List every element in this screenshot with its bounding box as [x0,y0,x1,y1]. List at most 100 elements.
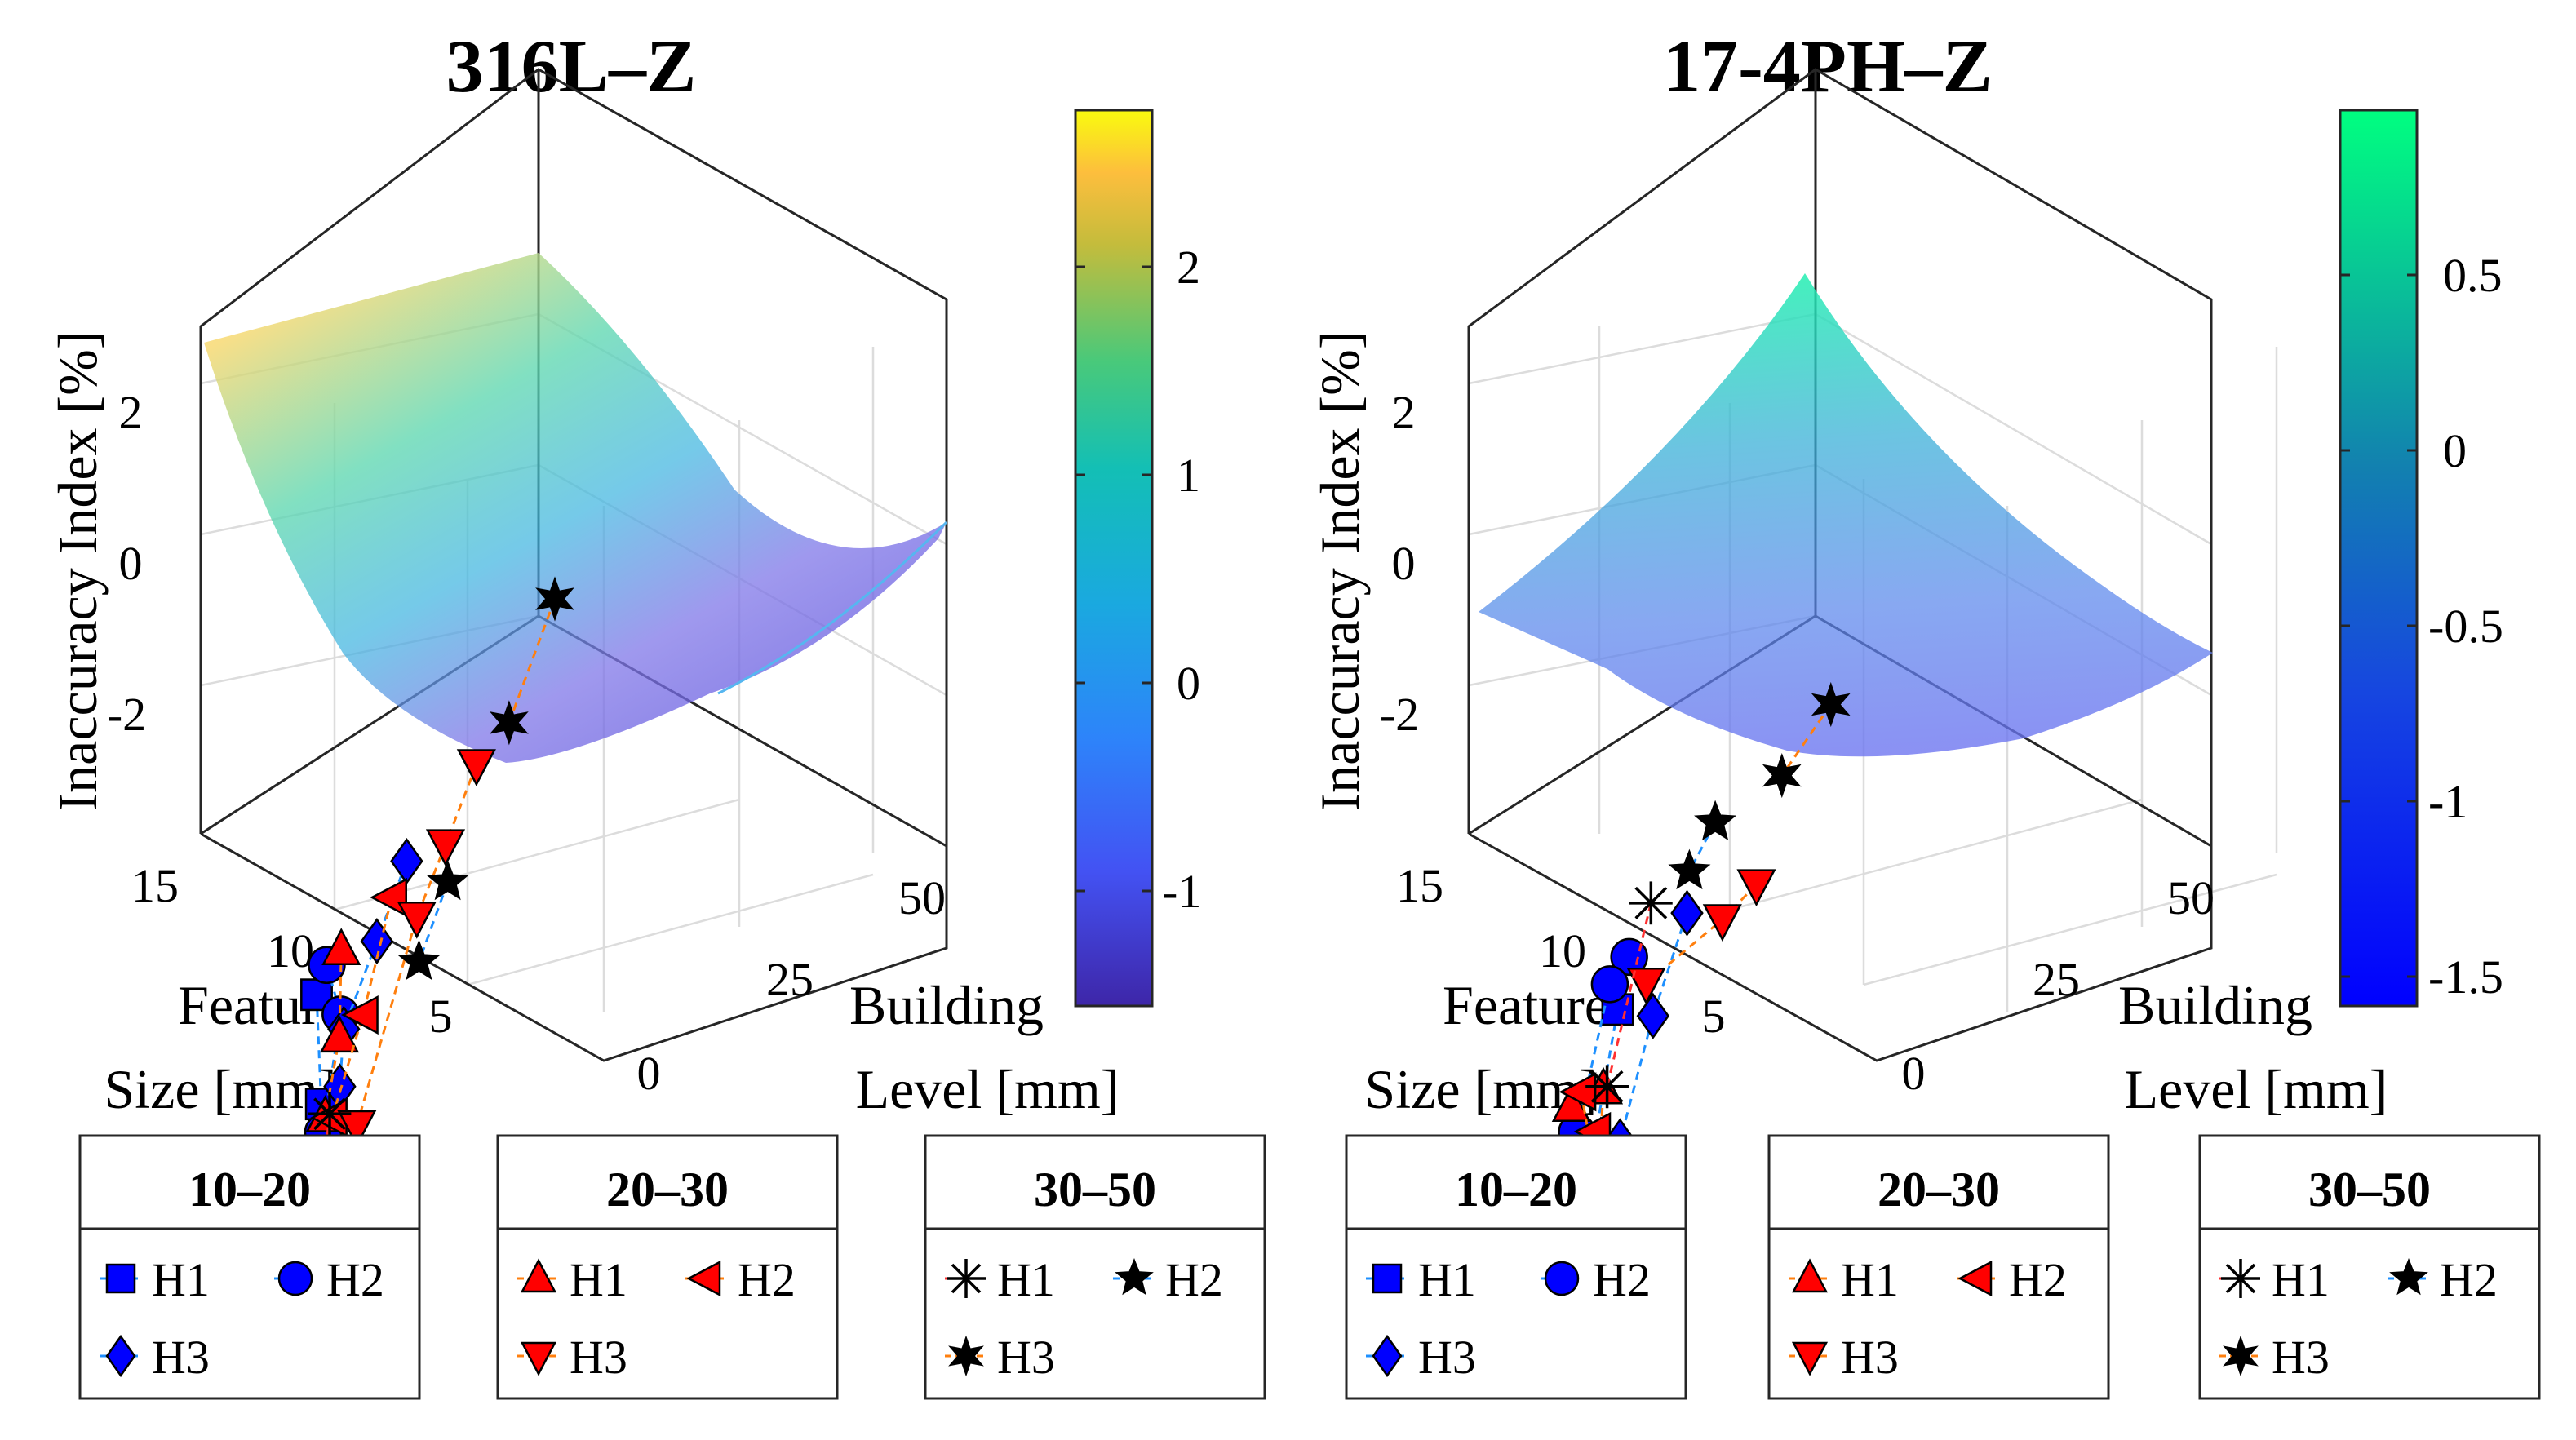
colorbar-tick: 0.5 [2443,249,2503,302]
legend-group: 10–20 H1 H2 H3 [78,1134,421,1400]
surface-edge [717,521,948,695]
y-tick-50: 50 [2167,871,2215,924]
colorbar-ticks [1075,265,1152,893]
legend-marker-icon [945,1335,987,1377]
legend-item-label: H2 [2009,1253,2067,1306]
legend-item-label: H3 [152,1331,210,1384]
data-point [1736,869,1776,907]
y-tick-25: 25 [2033,953,2080,1006]
legend-title: 10–20 [188,1163,311,1216]
data-point [535,576,574,622]
legend-group: 30–50 H1 H2 H3 [2198,1134,2541,1400]
legend-item-label: H1 [2272,1253,2330,1306]
x-tick-5: 5 [1702,990,1726,1043]
data-point [426,859,469,901]
z-tick-neg2: -2 [1380,688,1419,741]
legend-marker-icon [2219,1335,2262,1377]
chart-title: 17-4PH–Z [1663,24,1993,108]
legend-symbol [277,1261,313,1296]
y-tick-50: 50 [898,871,946,924]
legend-symbol [1791,1341,1829,1376]
data-point [1590,965,1629,1004]
legend-marker-icon [1789,1258,1831,1293]
z-tick-2: 2 [1392,386,1416,439]
legend-item-label: H3 [997,1331,1055,1384]
legend-marker-icon [685,1260,728,1297]
legends: 10–20 H1 H2 H3 20–30 H1 H2 H3 30–50 H1 [78,1134,2541,1400]
legend-symbol [2221,1259,2260,1298]
legend-symbol [105,1263,136,1294]
legend-item-label: H1 [997,1253,1055,1306]
legend-marker-icon [1789,1341,1831,1376]
colorbar-tick: -1 [2428,775,2467,828]
legend-title: 10–20 [1455,1163,1577,1216]
data-point [397,902,437,939]
legend-item-label: H1 [1418,1253,1476,1306]
data-point [1694,800,1737,841]
data-point [1668,848,1711,890]
colorbar-tick: -0.5 [2428,600,2503,653]
x-axis-label-line2: Size [mm] [104,1058,336,1120]
legend-symbol [947,1259,986,1298]
legend-marker-icon [2219,1259,2262,1298]
y-tick-0: 0 [637,1047,661,1100]
legend-symbol [1115,1257,1154,1296]
legend-item-label: H3 [570,1331,627,1384]
y-axis-label-line1: Building [849,974,1044,1036]
legend-marker-icon [1957,1260,1999,1297]
legend-symbol [1372,1334,1403,1378]
data-point [1636,992,1670,1039]
legend-symbol [520,1258,557,1293]
series-30–50-H3 [490,576,574,746]
chart-title: 316L–Z [446,24,697,108]
colorbar-tick: 0 [2443,424,2467,477]
legend-marker-icon [945,1259,987,1298]
y-axis-label-line2: Level [mm] [2125,1058,2388,1120]
legend-item-label: H3 [1418,1331,1476,1384]
legend-item-label: H2 [2440,1253,2498,1306]
data-point [341,995,379,1035]
legend-symbol [105,1334,136,1378]
data-point [1811,681,1851,728]
series-30–50-H2 [1668,800,1737,890]
z-tick-0: 0 [1392,537,1416,590]
z-tick-0: 0 [119,537,143,590]
x-axis-label-line1: Feature [1443,974,1609,1036]
series-20–30-H3 [337,749,496,1148]
legend-symbol [1544,1261,1580,1296]
data-point [490,700,529,746]
y-tick-0: 0 [1902,1047,1926,1100]
series-line [418,881,450,963]
y-axis-label-line1: Building [2118,974,2312,1036]
colorbar-tick: 1 [1177,449,1200,502]
series-line [1606,902,1652,1088]
x-tick-15: 15 [131,859,179,912]
data-point [308,1092,352,1136]
legend-marker-icon [2388,1257,2430,1296]
legend-group: 20–30 H1 H2 H3 [1767,1134,2110,1400]
legend-marker-icon [100,1263,142,1294]
legend-symbol [1957,1260,1993,1297]
series-20–30-H3 [1626,869,1776,1005]
legend-item-label: H2 [326,1253,384,1306]
legend-marker-icon [100,1334,142,1378]
legend-title: 20–30 [1878,1163,2000,1216]
legend-symbol [2389,1257,2428,1296]
y-axis-label-line2: Level [mm] [856,1058,1120,1120]
z-tick-2: 2 [119,386,143,439]
data-point [1585,1065,1629,1109]
legend-item-label: H3 [1841,1331,1899,1384]
legend-item-label: H3 [2272,1331,2330,1384]
legend-symbol [948,1335,984,1377]
data-point [337,1110,377,1148]
legend-symbol [1372,1263,1403,1294]
colorbar-tick: -1 [1162,865,1201,918]
data-point [1551,1084,1591,1122]
legend-symbol [1791,1258,1829,1293]
data-point [1702,904,1742,942]
series-30–50-H2 [397,859,469,981]
colorbar [2339,109,2419,1008]
data-point [1670,889,1704,937]
data-point [1626,968,1666,1005]
legend-marker-icon [1366,1334,1408,1378]
